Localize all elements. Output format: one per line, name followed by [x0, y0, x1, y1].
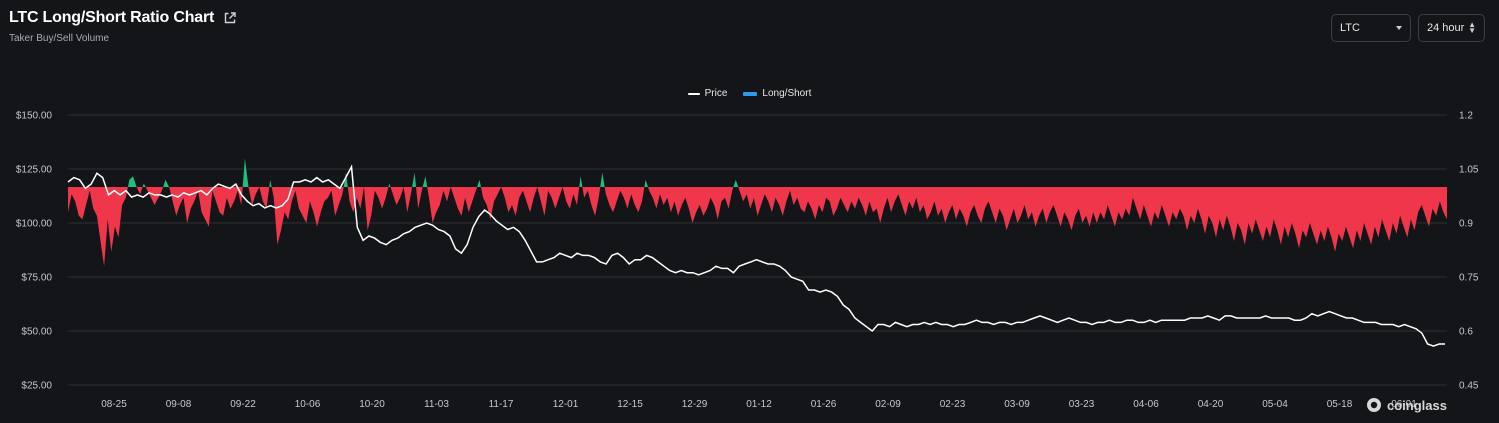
watermark: coinglass: [1366, 397, 1447, 413]
long-short-area-below-one: [68, 187, 1447, 267]
x-tick-label: 04-20: [1198, 399, 1224, 410]
x-tick-label: 02-09: [875, 399, 901, 410]
page-subtitle: Taker Buy/Sell Volume: [9, 33, 110, 44]
coinglass-logo-icon: [1367, 398, 1381, 412]
y-left-tick-label: $125.00: [16, 165, 53, 176]
y-left-tick-label: $50.00: [21, 327, 52, 338]
y-axis-right: 1.2 1.05 0.9 0.75 0.6 0.45: [1459, 111, 1479, 392]
watermark-text: coinglass: [1387, 397, 1447, 413]
legend-item-long-short[interactable]: Long/Short: [743, 88, 811, 99]
y-left-tick-label: $75.00: [21, 273, 52, 284]
time-range-select[interactable]: 24 hour ▲ ▼: [1418, 14, 1485, 42]
x-tick-label: 10-06: [295, 399, 321, 410]
price-line: [67, 164, 1445, 347]
y-left-tick-label: $150.00: [16, 111, 53, 122]
x-tick-label: 08-25: [101, 399, 127, 410]
grid-lines: [68, 114, 1447, 386]
x-tick-label: 10-20: [359, 399, 385, 410]
y-left-tick-label: $100.00: [16, 219, 53, 230]
legend-swatch-long-short: [743, 91, 758, 96]
x-tick-label: 06-01: [1391, 399, 1417, 410]
y-right-tick-label: 0.75: [1459, 273, 1479, 284]
chart-legend: Price Long/Short: [0, 88, 1499, 99]
x-tick-label: 12-01: [553, 399, 579, 410]
x-tick-label: 02-23: [940, 399, 966, 410]
y-right-tick-label: 1.2: [1459, 111, 1473, 122]
y-right-tick-label: 0.9: [1459, 219, 1473, 230]
coin-select-value: LTC: [1340, 22, 1360, 34]
y-right-tick-label: 0.6: [1459, 327, 1473, 338]
x-tick-label: 11-17: [489, 399, 514, 410]
chart-header: LTC Long/Short Ratio Chart Taker Buy/Sel…: [9, 9, 238, 44]
chevron-down-icon: [1396, 26, 1402, 30]
x-axis: 08-25 09-08 09-22 10-06 10-20 11-03 11-17 12-01…: [101, 399, 1417, 410]
x-tick-label: 01-12: [746, 399, 772, 410]
x-tick-label: 03-23: [1069, 399, 1095, 410]
legend-swatch-price: [687, 92, 700, 95]
time-range-select-value: 24 hour: [1427, 22, 1465, 34]
x-tick-label: 01-26: [811, 399, 837, 410]
y-right-tick-label: 0.45: [1459, 381, 1479, 392]
x-tick-label: 05-18: [1327, 399, 1353, 410]
up-down-arrows-icon: ▲ ▼: [1468, 20, 1476, 35]
legend-label-long-short: Long/Short: [762, 88, 812, 99]
x-tick-label: 12-29: [682, 399, 708, 410]
x-tick-label: 09-08: [166, 399, 192, 410]
chart-controls: LTC 24 hour ▲ ▼: [1331, 14, 1485, 42]
x-tick-label: 11-03: [424, 399, 449, 410]
coin-select[interactable]: LTC: [1331, 14, 1411, 42]
x-tick-label: 12-15: [617, 399, 643, 410]
x-tick-label: 04-06: [1133, 399, 1159, 410]
y-axis-left: $150.00 $125.00 $100.00 $75.00 $50.00 $25.00: [16, 111, 53, 392]
y-left-tick-label: $25.00: [21, 381, 52, 392]
title-row: LTC Long/Short Ratio Chart: [9, 9, 238, 27]
legend-item-price[interactable]: Price: [687, 88, 728, 99]
external-link-icon[interactable]: [222, 10, 238, 26]
legend-label-price: Price: [704, 88, 728, 99]
x-tick-label: 05-04: [1262, 399, 1288, 410]
y-right-tick-label: 1.05: [1459, 165, 1479, 176]
x-tick-label: 09-22: [230, 399, 256, 410]
x-tick-label: 03-09: [1004, 399, 1030, 410]
page-title: LTC Long/Short Ratio Chart: [9, 9, 215, 26]
